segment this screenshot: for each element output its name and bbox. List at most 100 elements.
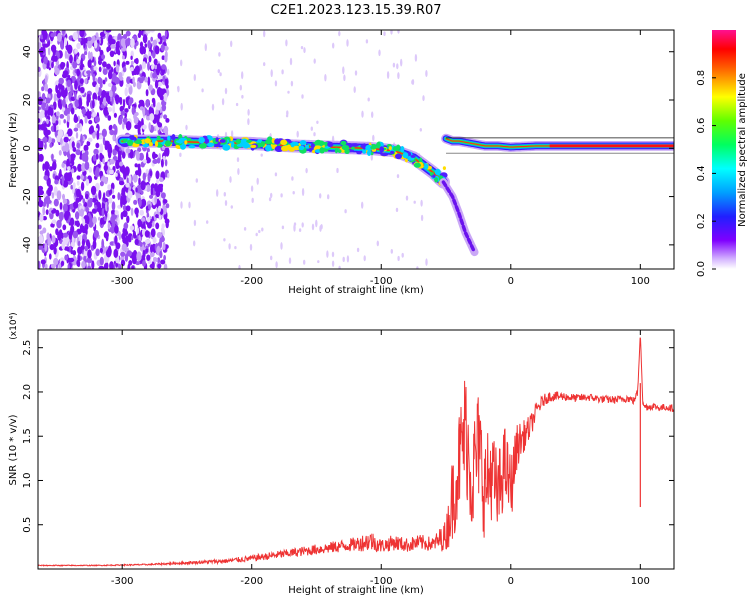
noise-speck xyxy=(42,201,47,208)
noise-speck xyxy=(251,197,254,203)
noise-speck xyxy=(157,205,162,213)
noise-speck xyxy=(159,95,164,101)
noise-speck xyxy=(147,76,151,87)
noise-speck xyxy=(153,64,158,70)
ridge-speck xyxy=(219,139,226,143)
ridge-speck xyxy=(198,136,205,144)
noise-speck xyxy=(204,43,207,52)
ridge-speck xyxy=(222,144,231,151)
noise-speck xyxy=(313,58,316,64)
noise-speck xyxy=(256,177,259,185)
noise-speck xyxy=(142,172,146,181)
noise-speck xyxy=(110,182,115,191)
noise-speck xyxy=(68,257,75,263)
noise-speck xyxy=(156,116,160,126)
colorbar-tick-label: 0.4 xyxy=(696,165,707,181)
noise-speck xyxy=(371,111,374,118)
noise-speck xyxy=(131,255,137,265)
noise-speck xyxy=(122,66,127,73)
ridge-speck xyxy=(184,140,188,145)
noise-speck xyxy=(188,201,191,209)
noise-speck xyxy=(38,195,42,203)
noise-speck xyxy=(143,221,146,230)
noise-speck xyxy=(144,239,151,245)
noise-speck xyxy=(336,167,339,174)
noise-speck xyxy=(91,260,95,269)
noise-speck xyxy=(55,209,60,217)
noise-speck xyxy=(372,134,375,142)
noise-speck xyxy=(363,255,366,262)
noise-speck xyxy=(291,176,294,181)
colorbar-tick-label: 0.6 xyxy=(696,118,707,134)
noise-speck xyxy=(38,66,41,72)
noise-speck xyxy=(52,161,57,171)
noise-speck xyxy=(218,52,221,57)
noise-speck xyxy=(99,170,104,177)
noise-speck xyxy=(102,158,105,165)
noise-speck xyxy=(113,248,119,258)
noise-speck xyxy=(157,81,162,87)
noise-speck xyxy=(153,58,158,66)
snr-series-line xyxy=(38,337,674,568)
noise-speck xyxy=(94,116,101,123)
noise-speck xyxy=(62,198,68,204)
noise-speck xyxy=(338,30,341,37)
noise-speck xyxy=(84,245,89,252)
noise-speck xyxy=(80,86,85,94)
noise-speck xyxy=(119,180,125,186)
noise-speck xyxy=(122,169,126,175)
ridge-speck xyxy=(156,135,161,140)
noise-speck xyxy=(120,111,126,116)
noise-speck xyxy=(138,177,141,186)
ridge-speck xyxy=(376,141,381,148)
noise-speck xyxy=(51,192,55,199)
noise-speck xyxy=(121,187,126,197)
noise-speck xyxy=(66,158,70,167)
ridge-speck xyxy=(164,140,172,147)
noise-speck xyxy=(92,66,98,71)
noise-speck xyxy=(87,59,92,68)
noise-speck xyxy=(46,103,49,111)
noise-speck xyxy=(141,76,145,81)
noise-speck xyxy=(69,54,73,64)
noise-speck xyxy=(150,186,153,197)
noise-speck xyxy=(113,112,117,118)
noise-speck xyxy=(180,201,183,209)
noise-speck xyxy=(324,74,327,82)
ridge-speck xyxy=(260,141,265,147)
noise-speck xyxy=(367,97,370,102)
noise-speck xyxy=(146,216,151,223)
noise-speck xyxy=(145,156,151,164)
noise-speck xyxy=(114,210,119,216)
noise-speck xyxy=(280,242,283,250)
noise-speck xyxy=(60,39,64,49)
noise-speck xyxy=(82,218,86,226)
noise-speck xyxy=(134,207,139,215)
noise-speck xyxy=(54,67,60,76)
noise-speck xyxy=(103,164,109,172)
noise-speck xyxy=(405,195,409,201)
noise-speck xyxy=(138,99,145,105)
noise-speck xyxy=(270,255,273,261)
noise-speck xyxy=(53,31,57,37)
noise-speck xyxy=(152,153,158,158)
noise-speck xyxy=(88,167,93,173)
noise-speck xyxy=(129,225,135,231)
noise-speck xyxy=(147,40,151,49)
noise-speck xyxy=(63,232,68,238)
noise-speck xyxy=(82,198,86,204)
noise-speck xyxy=(87,51,91,60)
noise-speck xyxy=(95,84,99,94)
noise-speck xyxy=(92,111,97,118)
noise-speck xyxy=(72,230,79,239)
noise-speck xyxy=(112,134,116,142)
spectrogram-x-axis-label: Height of straight line (km) xyxy=(288,285,424,296)
noise-speck xyxy=(401,252,404,258)
noise-speck xyxy=(149,113,155,122)
noise-speck xyxy=(107,222,111,230)
ridge-speck xyxy=(318,140,325,146)
noise-speck xyxy=(390,249,393,254)
noise-speck xyxy=(76,68,81,77)
noise-speck xyxy=(120,251,126,257)
noise-speck xyxy=(61,162,65,168)
